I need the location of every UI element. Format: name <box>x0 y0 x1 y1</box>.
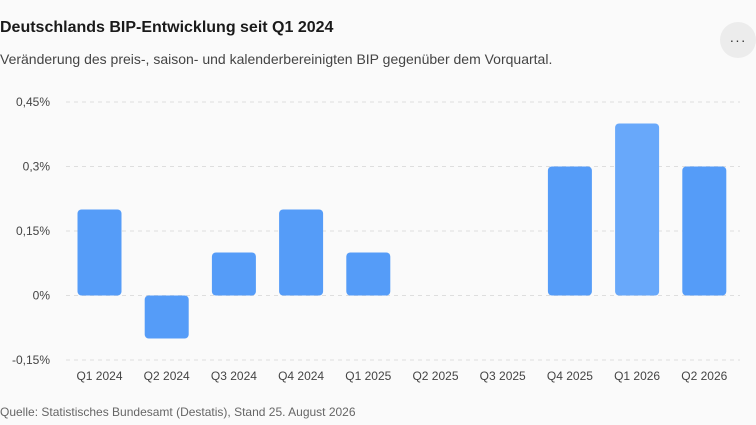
x-tick-label: Q1 2026 <box>614 369 660 383</box>
bar-q1-2024[interactable] <box>77 209 122 296</box>
x-tick-label: Q2 2024 <box>144 369 190 383</box>
bar-q2-2024[interactable] <box>144 295 189 339</box>
x-tick-label: Q3 2025 <box>480 369 526 383</box>
y-tick-label: 0,3% <box>23 160 51 174</box>
x-tick-label: Q4 2025 <box>547 369 593 383</box>
y-tick-label: 0% <box>33 289 51 303</box>
x-tick-label: Q3 2024 <box>211 369 257 383</box>
bar-q4-2025[interactable] <box>547 166 592 296</box>
more-options-button[interactable]: ··· <box>720 22 756 58</box>
x-tick-label: Q1 2025 <box>345 369 391 383</box>
bar-q3-2024[interactable] <box>211 252 256 296</box>
x-tick-label: Q2 2025 <box>412 369 458 383</box>
x-tick-label: Q4 2024 <box>278 369 324 383</box>
x-axis-labels: Q1 2024 Q2 2024 Q3 2024 Q4 2024 Q1 2025 Q2 20… <box>76 369 727 383</box>
bar-q2-2026[interactable] <box>682 166 727 296</box>
more-horizontal-icon: ··· <box>729 32 747 48</box>
bar-q1-2025[interactable] <box>346 252 391 296</box>
bar-q4-2024[interactable] <box>279 209 324 296</box>
bars <box>77 123 727 339</box>
y-tick-label: 0,15% <box>16 224 50 238</box>
chart-title: Deutschlands BIP-Entwicklung seit Q1 202… <box>0 19 334 36</box>
x-tick-label: Q2 2026 <box>681 369 727 383</box>
y-tick-label: 0,45% <box>16 95 50 109</box>
source-note: Quelle: Statistisches Bundesamt (Destati… <box>0 405 356 419</box>
y-axis-labels: -0,15% 0% 0,15% 0,3% 0,45% <box>12 95 50 367</box>
x-tick-label: Q1 2024 <box>76 369 122 383</box>
bar-q1-2026[interactable] <box>615 123 660 296</box>
y-tick-label: -0,15% <box>12 353 50 367</box>
chart-subtitle: Veränderung des preis-, saison- und kale… <box>0 51 553 67</box>
